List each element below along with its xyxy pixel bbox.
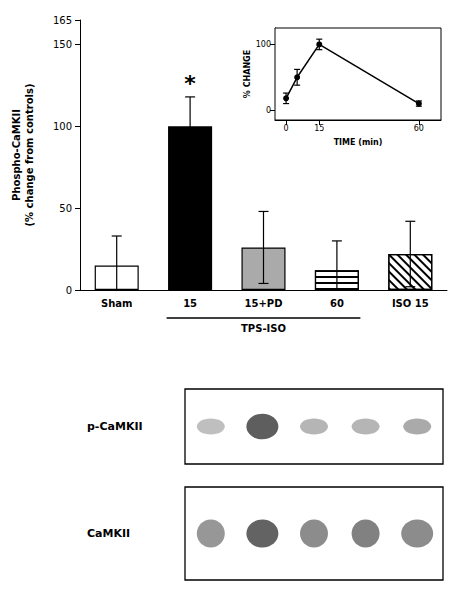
- svg-text:0: 0: [284, 124, 289, 133]
- svg-text:50: 50: [59, 203, 72, 214]
- svg-text:Sham: Sham: [101, 298, 133, 309]
- svg-text:60: 60: [414, 124, 424, 133]
- svg-text:0: 0: [266, 106, 271, 115]
- svg-text:15: 15: [183, 298, 197, 309]
- svg-text:Phospho-CaMKII: Phospho-CaMKII: [11, 109, 22, 201]
- svg-text:*: *: [184, 71, 196, 96]
- svg-text:165: 165: [53, 15, 72, 26]
- svg-text:100: 100: [256, 40, 271, 49]
- svg-text:15: 15: [314, 124, 324, 133]
- svg-text:p-CaMKII: p-CaMKII: [87, 420, 143, 433]
- svg-text:60: 60: [330, 298, 344, 309]
- svg-text:150: 150: [53, 39, 72, 50]
- svg-text:ISO 15: ISO 15: [392, 298, 429, 309]
- svg-text:100: 100: [53, 121, 72, 132]
- svg-text:15+PD: 15+PD: [245, 298, 283, 309]
- svg-text:TIME (min): TIME (min): [334, 138, 383, 147]
- svg-text:(% change from controls): (% change from controls): [24, 84, 35, 227]
- svg-text:0: 0: [66, 285, 72, 296]
- svg-text:TPS-ISO: TPS-ISO: [241, 323, 286, 334]
- svg-text:CaMKII: CaMKII: [87, 527, 130, 540]
- svg-text:% CHANGE: % CHANGE: [243, 50, 252, 98]
